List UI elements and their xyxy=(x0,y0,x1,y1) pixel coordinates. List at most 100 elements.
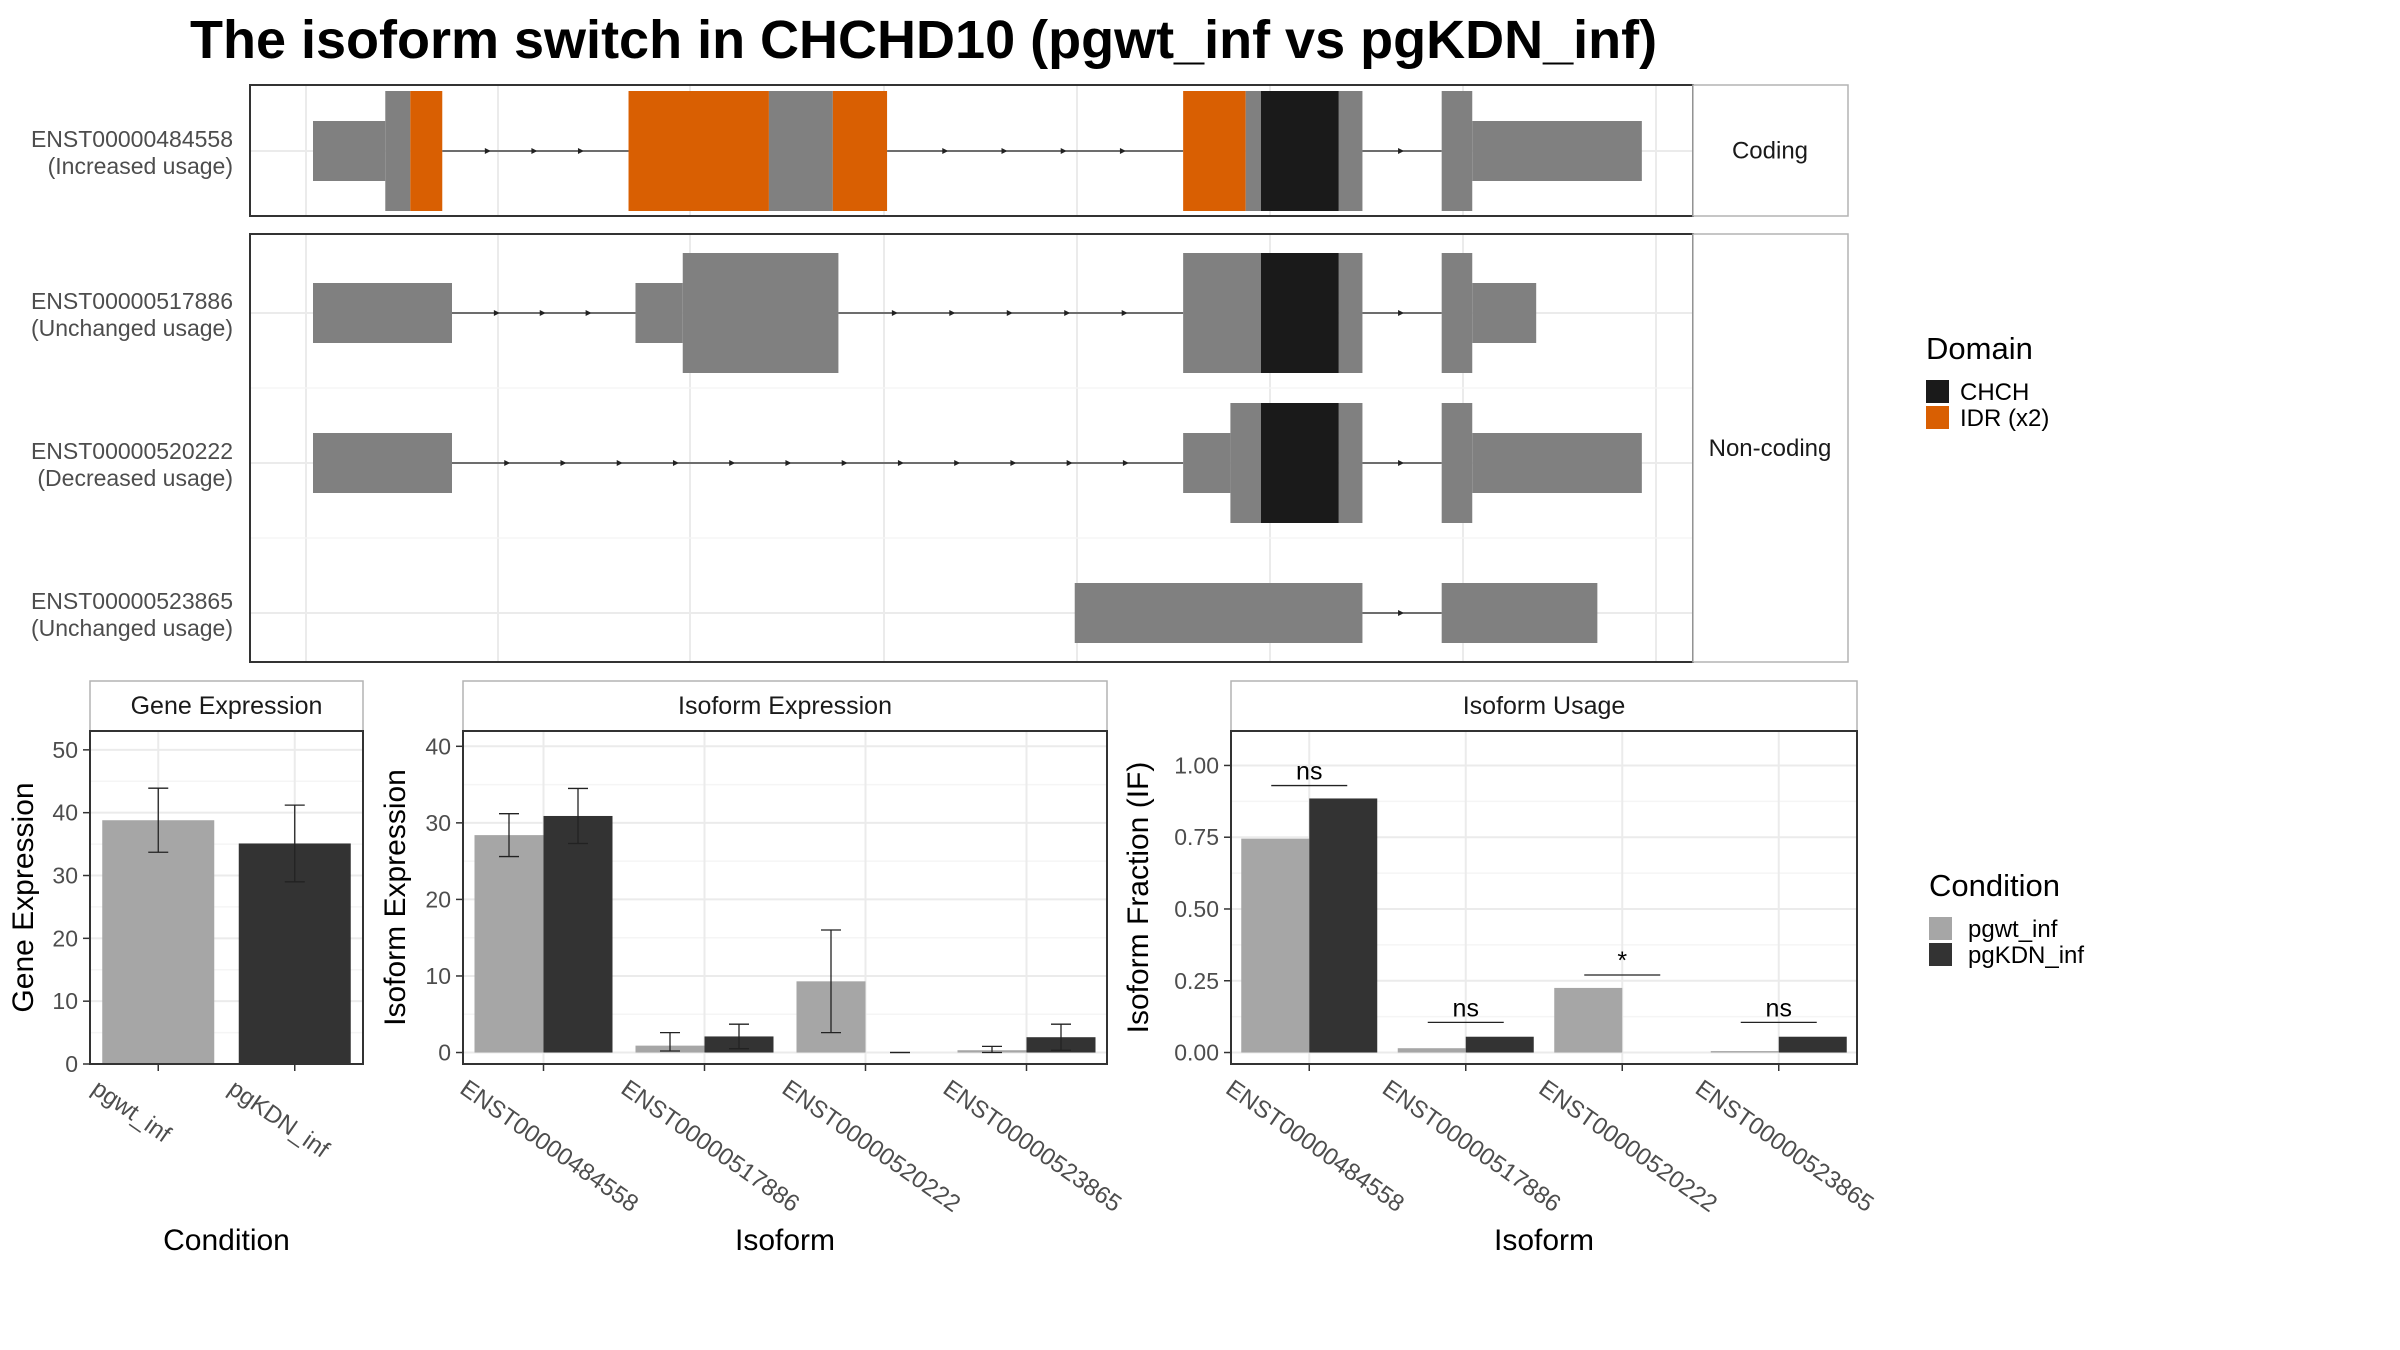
intron-arrow xyxy=(577,148,584,154)
intron-arrow xyxy=(560,460,567,466)
exon xyxy=(385,91,411,211)
chch-domain xyxy=(1260,253,1339,373)
figure-title: The isoform switch in CHCHD10 (pgwt_inf … xyxy=(190,10,1657,70)
intron-arrow xyxy=(1122,460,1129,466)
idr-domain xyxy=(628,91,769,211)
chch-domain xyxy=(1260,403,1339,523)
bar xyxy=(543,815,613,1053)
bar xyxy=(1465,1036,1534,1053)
isoform-label: ENST00000484558 xyxy=(31,126,233,152)
x-tick-label: ENST00000517886 xyxy=(616,1075,804,1218)
chart-strip-label: Isoform Usage xyxy=(1463,692,1626,720)
chart-panel-border xyxy=(1230,730,1858,1065)
isoform-structure-plot: ENST00000484558(Increased usage) Coding EN… xyxy=(31,84,1849,663)
chart-strip xyxy=(1230,680,1858,732)
intron-arrow xyxy=(729,460,736,466)
legend-key xyxy=(1926,380,1949,403)
gene-expression-chart: Gene Expression 0 10 20 30 40 50 pgwt_inf pgKDN_… xyxy=(7,680,364,1257)
usage-label: (Increased usage) xyxy=(48,153,233,179)
y-tick-label: 10 xyxy=(425,963,451,989)
usage-label: (Decreased usage) xyxy=(37,465,233,491)
intron-arrow xyxy=(942,148,949,154)
x-axis-title: Condition xyxy=(163,1224,290,1257)
x-tick-label: ENST00000520222 xyxy=(777,1075,965,1218)
significance-label: ns xyxy=(1296,758,1322,786)
x-tick-label: ENST00000523865 xyxy=(938,1075,1126,1218)
exon xyxy=(1441,253,1473,373)
intron-arrow xyxy=(1001,148,1008,154)
exon xyxy=(1338,403,1363,523)
isoform-label: ENST00000517886 xyxy=(31,288,233,314)
intron-arrow xyxy=(672,460,679,466)
bar xyxy=(1778,1036,1847,1053)
intron-arrow xyxy=(1398,610,1405,616)
bar xyxy=(474,835,544,1053)
legend-label: IDR (x2) xyxy=(1960,405,2049,432)
legend-key xyxy=(1926,406,1949,429)
intron-arrow xyxy=(504,460,511,466)
y-tick-label: 0 xyxy=(438,1040,451,1066)
y-tick-label: 0.25 xyxy=(1174,968,1219,994)
intron-arrow xyxy=(949,310,956,316)
x-tick-label: pgwt_inf xyxy=(87,1075,176,1149)
x-tick-label: pgKDN_inf xyxy=(223,1075,334,1164)
intron-arrow xyxy=(785,460,792,466)
y-tick-label: 30 xyxy=(52,863,78,889)
idr-domain xyxy=(832,91,888,211)
x-axis-title: Isoform xyxy=(1494,1224,1594,1257)
isoform-label: ENST00000520222 xyxy=(31,438,233,464)
y-tick-label: 0 xyxy=(65,1051,78,1077)
intron-arrow xyxy=(891,310,898,316)
isoform-label: ENST00000523865 xyxy=(31,588,233,614)
y-tick-label: 40 xyxy=(52,800,78,826)
chart-panel-border xyxy=(462,730,1108,1065)
legend-label: pgKDN_inf xyxy=(1968,942,2084,969)
exon xyxy=(1183,433,1231,493)
y-axis-title: Isoform Fraction (IF) xyxy=(1122,762,1155,1034)
y-tick-label: 1.00 xyxy=(1174,752,1219,778)
facet-strip xyxy=(1692,84,1849,217)
isoform-usage-chart: Isoform Usage ns ns * ns 0.00 0.25 0.50 0.75 1.00… xyxy=(1122,680,1879,1257)
chart-strip-label: Gene Expression xyxy=(131,692,323,720)
bar xyxy=(1554,987,1623,1053)
bar xyxy=(102,820,215,1064)
exon xyxy=(1183,253,1261,373)
x-tick-label: ENST00000484558 xyxy=(455,1075,643,1218)
intron-arrow xyxy=(1010,460,1017,466)
exon xyxy=(1472,121,1642,181)
exon xyxy=(1472,283,1537,343)
exon xyxy=(1245,91,1261,211)
facet-label: Coding xyxy=(1732,138,1808,165)
intron-arrow xyxy=(493,310,500,316)
intron-arrow xyxy=(897,460,904,466)
significance-label: * xyxy=(1617,947,1627,975)
intron-arrow xyxy=(954,460,961,466)
intron-arrow xyxy=(616,460,623,466)
intron-arrow xyxy=(1066,460,1073,466)
chart-strip-label: Isoform Expression xyxy=(678,692,892,720)
usage-label: (Unchanged usage) xyxy=(31,315,233,341)
legend-title: Condition xyxy=(1929,868,2060,903)
exon xyxy=(768,91,833,211)
y-tick-label: 20 xyxy=(425,886,451,912)
y-tick-label: 10 xyxy=(52,988,78,1014)
bar xyxy=(1309,798,1378,1053)
exon xyxy=(313,283,452,343)
exon xyxy=(313,433,452,493)
intron-arrow xyxy=(585,310,592,316)
significance-label: ns xyxy=(1766,994,1792,1022)
y-tick-label: 0.50 xyxy=(1174,896,1219,922)
y-tick-label: 40 xyxy=(425,733,451,759)
bar xyxy=(1710,1051,1779,1053)
exon xyxy=(682,253,839,373)
y-tick-label: 30 xyxy=(425,810,451,836)
exon xyxy=(635,283,683,343)
chch-domain xyxy=(1260,91,1339,211)
y-tick-label: 0.00 xyxy=(1174,1040,1219,1066)
legend-key xyxy=(1929,943,1952,966)
facet-strip xyxy=(1692,233,1849,663)
intron-arrow xyxy=(1119,148,1126,154)
